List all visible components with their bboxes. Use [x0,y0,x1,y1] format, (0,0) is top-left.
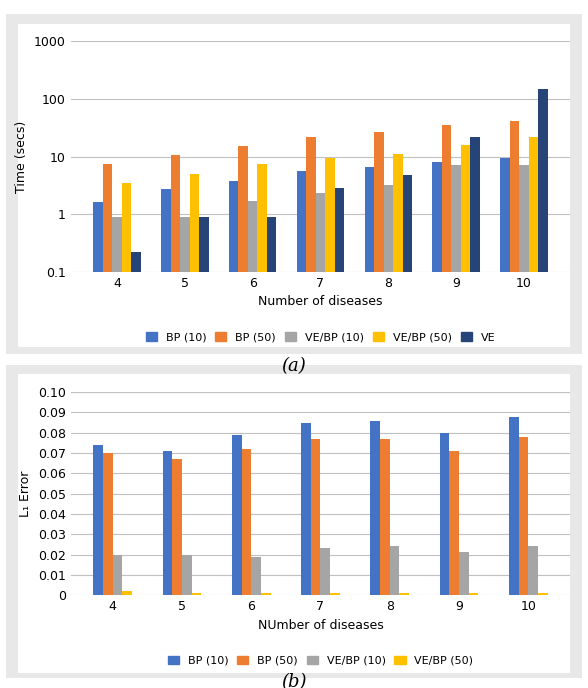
Bar [459,552,469,595]
Bar [162,451,172,595]
Bar [538,89,547,688]
Bar [403,175,412,688]
X-axis label: Number of diseases: Number of diseases [258,295,383,308]
Bar [113,555,122,595]
Legend: BP (10), BP (50), VE/BP (10), VE/BP (50): BP (10), BP (50), VE/BP (10), VE/BP (50) [163,652,478,670]
Bar [528,546,538,595]
Bar [199,217,209,688]
Bar [399,593,409,595]
Bar [306,137,316,688]
Y-axis label: Time (secs): Time (secs) [15,120,28,193]
Bar [189,174,199,688]
Y-axis label: L₁ Error: L₁ Error [19,471,32,517]
Bar [380,439,390,595]
Bar [103,453,113,595]
Bar [258,164,267,688]
Bar [393,154,403,688]
Bar [519,165,529,688]
Bar [365,167,374,688]
Bar [238,147,248,688]
X-axis label: NUmber of diseases: NUmber of diseases [258,619,383,632]
Bar [180,217,189,688]
Bar [335,189,344,688]
Bar [390,546,399,595]
Bar [432,162,442,688]
Bar [192,593,201,595]
Text: (a): (a) [282,357,306,375]
Bar [112,217,122,688]
Bar [122,183,131,688]
Bar [383,185,393,688]
Bar [248,201,258,688]
Bar [452,165,461,688]
Bar [500,158,510,688]
Bar [229,181,238,688]
Bar [171,155,180,688]
Bar [529,137,538,688]
Bar [538,593,547,595]
Bar [301,422,311,595]
Bar [131,252,141,688]
Bar [330,593,340,595]
Bar [311,439,320,595]
Bar [172,459,182,595]
Bar [449,451,459,595]
Bar [103,164,112,688]
Bar [242,449,251,595]
Bar [267,217,276,688]
Bar [316,193,325,688]
Bar [122,591,132,595]
Bar [297,171,306,688]
Bar [370,420,380,595]
Text: (b): (b) [281,674,307,688]
Bar [320,548,330,595]
Bar [251,557,261,595]
Bar [510,120,519,688]
Bar [182,555,192,595]
Bar [440,433,449,595]
Bar [509,416,519,595]
Bar [93,445,103,595]
Bar [261,593,270,595]
Legend: BP (10), BP (50), VE/BP (10), VE/BP (50), VE: BP (10), BP (50), VE/BP (10), VE/BP (50)… [141,328,500,347]
Bar [469,593,479,595]
Bar [470,137,480,688]
Bar [232,435,242,595]
Bar [161,189,171,688]
Bar [461,144,470,688]
Bar [374,131,383,688]
Bar [325,158,335,688]
Bar [442,125,452,688]
Bar [519,437,528,595]
Bar [93,202,103,688]
